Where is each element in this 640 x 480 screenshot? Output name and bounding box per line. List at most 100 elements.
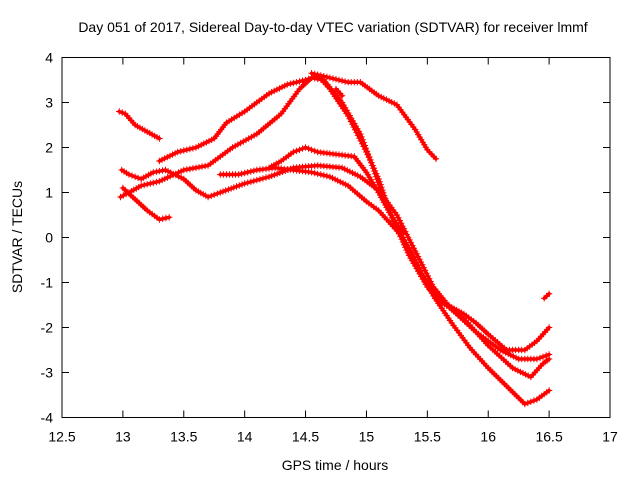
y-tick-label: 2 [45,140,53,156]
data-point [177,148,184,155]
data-point [545,351,553,358]
data-point [527,398,534,405]
x-tick-label: 14 [237,429,253,445]
data-point [428,281,436,288]
data-point [293,79,300,86]
data-point [227,185,235,192]
data-point [271,87,278,95]
data-point [211,191,218,198]
data-point [159,215,166,222]
data-point [417,258,424,266]
data-point [116,108,123,115]
data-point [424,272,431,280]
data-point [428,290,436,297]
data-point [234,141,242,148]
data-point [287,80,294,87]
data-point [320,172,327,179]
data-point [308,169,315,176]
data-point [432,155,440,162]
data-point [156,135,163,142]
data-point [164,174,171,181]
data-point [296,146,303,153]
data-point [423,279,430,286]
series-line [334,87,344,98]
data-point [241,180,248,187]
data-point [317,72,324,79]
data-point [427,278,434,285]
data-point [352,122,359,130]
data-point [421,267,429,274]
data-point [536,354,544,362]
data-point [414,262,422,269]
data-point [362,145,370,152]
data-point [416,256,423,263]
data-point [424,281,431,289]
data-point [326,74,334,81]
x-tick-label: 17 [602,429,618,445]
series-trace-5 [119,184,173,223]
data-point [232,142,239,150]
data-point [341,104,349,111]
data-point [253,176,260,184]
y-tick-label: 3 [45,95,53,111]
data-point [222,187,229,194]
x-tick-label: 14.5 [292,429,319,445]
data-point [245,135,252,142]
data-point [323,172,331,180]
data-point [329,75,337,82]
data-point [189,145,197,152]
data-point [161,155,168,162]
data-point [229,144,236,151]
data-point [533,355,541,363]
data-point [414,253,422,260]
chart-title: Day 051 of 2017, Sidereal Day-to-day VTE… [78,19,587,35]
data-point [235,171,242,178]
data-point [144,181,151,188]
data-point [412,256,419,264]
series-trace-7 [265,144,407,237]
data-point [201,162,209,170]
data-point [208,192,215,200]
data-point [317,171,324,178]
data-point [335,76,343,84]
data-point [162,214,170,222]
series-trace-9 [332,85,346,99]
data-point [238,181,246,188]
data-point [361,142,368,149]
data-point [368,159,375,166]
data-point [545,387,553,394]
data-point [128,172,136,179]
data-point [399,229,407,237]
data-point [150,179,157,186]
data-point [521,400,528,408]
y-tick-label: -4 [41,410,54,426]
data-point [413,250,420,257]
data-point [305,145,312,152]
data-point [247,168,254,175]
data-point [340,101,347,109]
series-trace-10 [541,290,553,302]
data-point [545,324,553,331]
data-point [421,276,429,283]
x-tick-label: 13.5 [170,429,197,445]
data-point [153,168,160,175]
data-point [248,133,255,141]
data-point [290,148,297,156]
data-point [354,172,361,179]
data-point [159,167,166,174]
data-point [259,175,267,182]
data-point [141,181,148,189]
data-point [417,267,424,275]
data-point [284,81,291,88]
data-point [250,132,258,139]
data-point [373,173,380,180]
data-point [241,169,248,177]
data-point [419,261,426,268]
data-point [192,164,200,171]
data-point [147,180,154,187]
data-point [510,353,517,360]
data-point [332,76,340,83]
data-point [369,162,376,169]
data-point [150,169,157,176]
